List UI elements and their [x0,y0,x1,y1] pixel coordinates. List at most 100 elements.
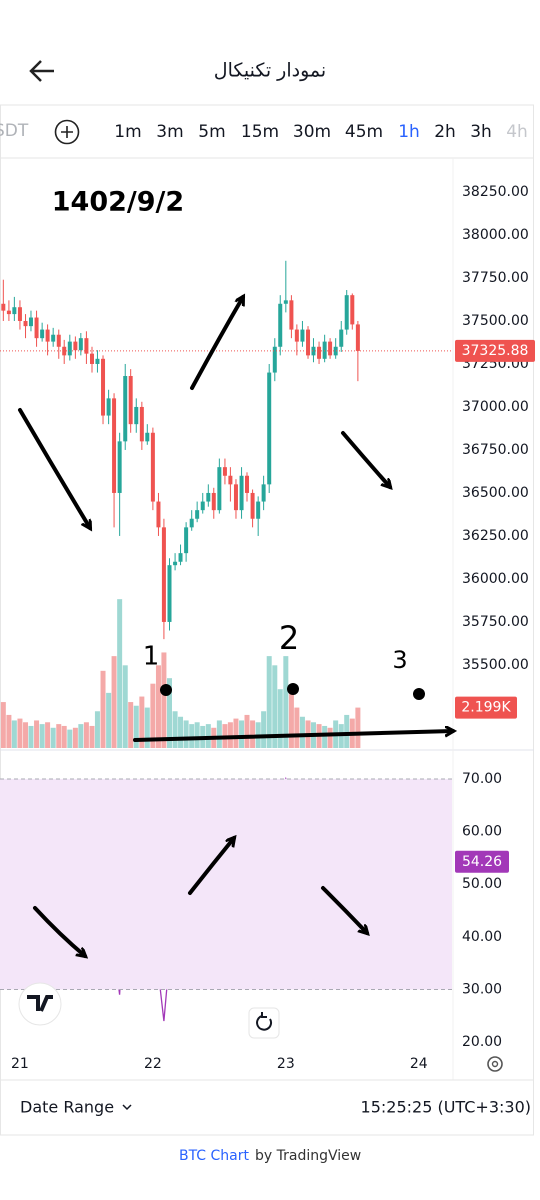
back-button[interactable] [29,60,54,82]
arrow [341,431,390,487]
credit-link[interactable]: BTC Chart [179,1148,250,1164]
candle-body [211,492,216,511]
interval[interactable]: 15m [241,122,279,142]
volume-bar [23,722,29,748]
volume-bar [50,727,56,748]
candle-body [283,300,288,304]
volume-bar [17,718,23,748]
interval[interactable]: 3m [156,122,183,142]
volume-bar [106,692,112,748]
rsi-last-label: 54.26 [462,854,502,870]
candle-body [1,303,6,311]
candle-body [6,310,11,315]
candle-body [84,338,89,354]
volume-bar [183,720,189,748]
rsi-tick-label: 70.00 [462,771,502,787]
candle-body [184,527,189,554]
candle-body [200,501,205,511]
candle-body [272,346,277,373]
interval[interactable]: 1m [114,122,141,142]
volume-bar [100,670,106,748]
volume-bar [78,724,84,748]
settings-icon [491,1060,499,1068]
page-title: نمودار تکنیکال [214,60,326,82]
interval[interactable]: 30m [293,122,331,142]
reset-icon [256,1012,273,1031]
candle-body [150,432,155,502]
volume-tag [455,696,517,719]
volume-bar [288,692,294,748]
last-price-tag [455,339,535,362]
reset-button[interactable] [248,1007,280,1039]
interval[interactable]: 2h [434,122,456,142]
candle-body [128,376,133,425]
logo-icon [27,995,53,1012]
volume-bar [155,665,161,748]
volume-bar [355,707,361,748]
volume-bar [244,714,250,748]
candle-body [101,358,106,416]
volume-bar [67,729,73,748]
interval-active[interactable]: 1h [398,122,420,142]
volume-bar [150,683,156,748]
volume-bar [83,722,89,748]
settings-button[interactable] [487,1056,503,1072]
volume-bar [261,711,267,748]
candle-body [355,324,360,351]
date-range[interactable]: Date Range [20,1098,114,1117]
volume-bar [322,725,328,748]
add-icon [61,126,73,138]
y-tick-label: 36500.00 [462,485,529,501]
add-button[interactable] [54,119,80,145]
volume-bar [239,720,245,748]
candle-body [67,341,72,356]
x-tick-label: 24 [410,1056,428,1072]
interval[interactable]: 4h [506,122,528,142]
volume-bar [11,720,17,748]
y-tick-label: 37500.00 [462,313,529,329]
candle-body [189,518,194,528]
candle-body [12,307,17,315]
dot [160,684,172,696]
rsi-tick-label: 50.00 [462,876,502,892]
interval[interactable]: 3h [470,122,492,142]
credit: by TradingView [255,1148,361,1164]
volume-bar [227,722,233,748]
dot [413,688,425,700]
volume-bar [161,652,167,748]
volume-label: 2.199K [461,700,511,716]
arrow [190,297,243,390]
date-note: 1402/9/2 [52,187,184,218]
candle-body [350,295,355,325]
volume-bar [111,656,117,748]
candle-body [222,467,227,476]
candle-body [173,561,178,566]
candle-body [139,406,144,442]
interval[interactable]: 45m [345,122,383,142]
volume-bar [45,722,51,748]
volume-bar [294,707,300,748]
candle-body [344,295,349,330]
candle-body [328,341,333,356]
candle-body [206,492,211,502]
volume-bar [178,716,184,748]
candle-body [294,329,299,342]
volume-bar [56,724,62,748]
x-tick-label: 22 [144,1056,162,1072]
arrow [33,906,85,956]
volume-bar [344,714,350,748]
candle-body [217,467,222,511]
volume-bar [172,711,178,748]
symbol[interactable]: SDT [0,121,29,141]
candle-body [278,303,283,347]
card [0,104,534,1136]
volume-bar [128,702,134,748]
volume-bar [28,725,34,748]
volume-bar [0,702,6,748]
interval[interactable]: 5m [198,122,225,142]
volume-bar [194,722,200,748]
candle-body [28,317,33,327]
y-tick-label: 38000.00 [462,227,529,243]
candle-body [195,510,200,519]
volume-bar [34,720,40,748]
